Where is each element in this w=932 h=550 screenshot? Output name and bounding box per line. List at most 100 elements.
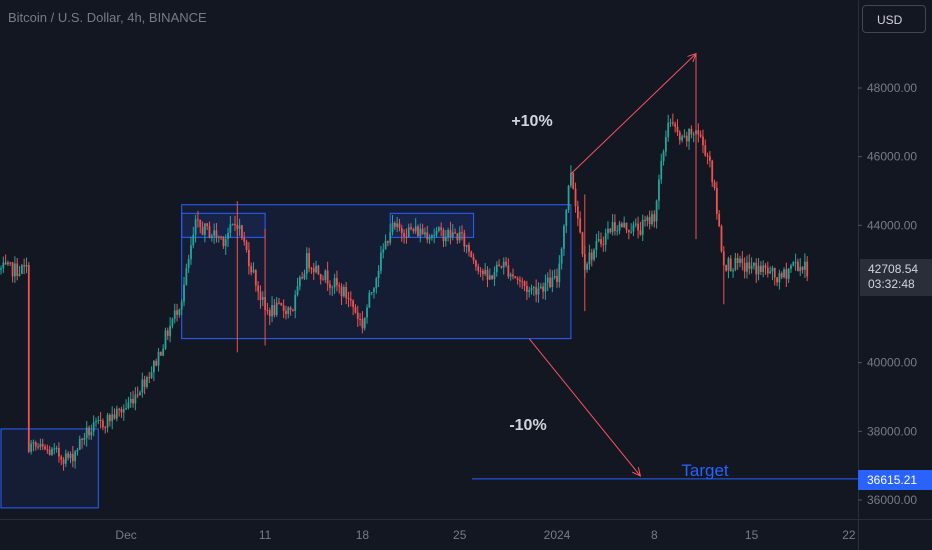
candle-body	[197, 219, 199, 221]
candle-body	[614, 222, 616, 231]
candle-body	[287, 307, 290, 314]
candle-body	[312, 268, 315, 273]
candle-body	[674, 123, 677, 127]
candle-body	[574, 188, 577, 207]
candle-body	[553, 276, 556, 278]
candle-body	[139, 392, 141, 396]
candle-body	[108, 414, 111, 422]
candle-body	[220, 236, 222, 238]
candle-body	[30, 443, 33, 452]
candle-body	[512, 274, 514, 277]
candle-body	[254, 270, 257, 286]
candle-body	[4, 262, 7, 265]
candle-body	[203, 223, 206, 235]
candle-body	[556, 276, 558, 282]
candle-body	[532, 287, 535, 289]
candle-body	[310, 268, 313, 270]
candle-body	[2, 262, 5, 269]
candle-body	[326, 270, 329, 285]
time-tick-label: 15	[745, 528, 759, 542]
candle-body	[386, 240, 389, 243]
candle-body	[461, 232, 463, 234]
candle-body	[607, 228, 609, 234]
candle-body	[410, 227, 412, 230]
candle-body	[245, 241, 248, 250]
candle-body	[83, 437, 86, 440]
candle-body	[275, 302, 278, 316]
range-boxes	[0, 204, 572, 509]
candle-body	[762, 265, 765, 273]
candle-body	[403, 232, 405, 237]
candle-body	[298, 277, 301, 287]
candle-body	[572, 173, 575, 189]
candle-body	[34, 442, 37, 447]
candle-body	[148, 377, 151, 379]
candle-body	[368, 292, 371, 308]
candle-body	[136, 394, 139, 396]
candle-body	[97, 420, 100, 422]
candle-body	[699, 134, 702, 137]
candle-body	[743, 263, 746, 272]
projection-arrow-line	[570, 53, 697, 175]
candle-body	[477, 266, 480, 271]
candle-body	[122, 409, 125, 413]
candle-body	[146, 377, 148, 387]
candle-body	[502, 261, 505, 268]
candle-body	[85, 427, 88, 438]
candle-body	[771, 267, 774, 272]
candle-body	[331, 287, 334, 289]
price-tick-label: 46000.00	[867, 150, 917, 164]
candle-body	[88, 427, 90, 436]
candle-body	[600, 239, 602, 245]
candle-body	[463, 233, 466, 247]
candle-body	[519, 279, 521, 282]
candle-body	[382, 249, 385, 253]
candle-body	[746, 262, 748, 272]
candle-body	[678, 131, 681, 141]
candle-body	[55, 447, 58, 449]
candle-body	[71, 453, 74, 462]
candle-body	[773, 267, 776, 278]
candle-body	[125, 408, 127, 410]
candle-body	[185, 268, 188, 285]
candle-body	[683, 135, 686, 137]
candle-body	[78, 438, 81, 450]
projection-arrow-line	[528, 338, 641, 477]
candle-body	[64, 453, 67, 464]
candle-body	[201, 226, 204, 235]
candle-body	[787, 268, 790, 279]
candle-body	[651, 214, 653, 225]
candle-body	[99, 420, 102, 422]
candle-body	[465, 244, 468, 247]
candle-body	[396, 223, 399, 227]
price-tick-label: 38000.00	[867, 424, 917, 438]
candle-body	[525, 285, 528, 292]
candle-body	[567, 185, 570, 210]
candle-body	[180, 301, 183, 310]
candle-body	[727, 258, 730, 271]
candle-body	[400, 227, 403, 233]
currency-button[interactable]: USD	[862, 5, 926, 33]
candle-body	[115, 408, 118, 419]
candle-body	[241, 225, 243, 239]
candle-body	[447, 230, 450, 238]
candle-body	[199, 219, 202, 227]
candle-body	[361, 318, 364, 329]
candle-body	[664, 137, 667, 152]
candle-body	[58, 447, 60, 457]
candle-body	[797, 261, 799, 272]
candle-body	[618, 223, 621, 231]
candle-body	[542, 286, 544, 292]
candle-body	[766, 267, 769, 274]
candle-body	[514, 276, 517, 279]
candle-body	[780, 273, 783, 278]
candle-body	[46, 449, 49, 451]
candle-body	[366, 307, 368, 318]
candle-body	[303, 273, 306, 279]
candle-body	[51, 448, 53, 455]
candle-body	[753, 262, 755, 266]
candle-body	[102, 420, 104, 428]
candle-body	[790, 265, 792, 269]
